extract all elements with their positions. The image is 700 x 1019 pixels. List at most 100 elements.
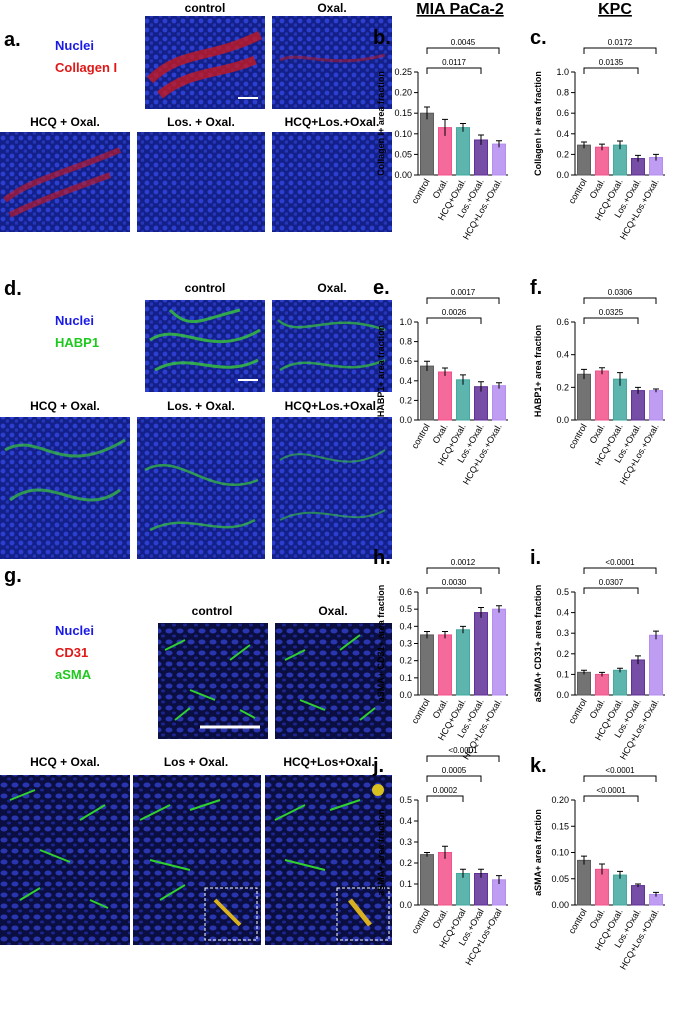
bar bbox=[613, 144, 627, 176]
p-value: 0.0135 bbox=[599, 58, 624, 67]
image-title: Los. + Oxal. bbox=[167, 399, 235, 413]
bar bbox=[474, 873, 488, 906]
significance-bracket bbox=[583, 775, 657, 782]
significance-bracket bbox=[583, 567, 657, 574]
bar bbox=[474, 139, 488, 176]
image-title: HCQ + Oxal. bbox=[30, 115, 100, 129]
x-tick-label: control bbox=[567, 177, 589, 205]
x-tick-label: control bbox=[567, 907, 589, 935]
y-tick-label: 0.3 bbox=[556, 628, 569, 638]
legend-text: Nuclei bbox=[55, 623, 94, 638]
bar bbox=[420, 854, 434, 906]
bar bbox=[595, 673, 609, 696]
y-tick-label: 0.0 bbox=[556, 415, 569, 425]
image-title: HCQ+Los+Oxal. bbox=[283, 755, 374, 769]
inset bbox=[336, 887, 390, 941]
y-tick-label: 0.15 bbox=[551, 821, 569, 831]
stain bbox=[279, 53, 386, 63]
significance-bracket bbox=[583, 317, 639, 324]
bar bbox=[492, 608, 506, 696]
stain bbox=[277, 319, 386, 372]
stain bbox=[279, 449, 386, 521]
significance-bracket bbox=[426, 47, 500, 54]
error-bar bbox=[635, 655, 641, 665]
error-bar bbox=[635, 386, 641, 394]
stain bbox=[146, 30, 263, 99]
legend-text: HABP1 bbox=[55, 335, 99, 350]
bar bbox=[613, 669, 627, 696]
y-tick-label: 0.4 bbox=[556, 129, 569, 139]
y-tick-label: 0.2 bbox=[399, 395, 412, 405]
panel-letter: i. bbox=[530, 547, 541, 569]
bar bbox=[577, 859, 591, 906]
bar bbox=[631, 390, 645, 421]
image-title: HCQ + Oxal. bbox=[30, 399, 100, 413]
bar bbox=[420, 112, 434, 176]
stain bbox=[139, 799, 221, 901]
y-tick-label: 0.0 bbox=[556, 170, 569, 180]
legend-text: Nuclei bbox=[55, 38, 94, 53]
p-value: 0.0117 bbox=[442, 58, 466, 67]
y-tick-label: 0.00 bbox=[551, 900, 569, 910]
p-value: 0.0172 bbox=[608, 38, 633, 47]
y-tick-label: 0.5 bbox=[556, 587, 569, 597]
bar bbox=[438, 852, 452, 906]
panel-letter: d. bbox=[4, 278, 22, 300]
y-tick-label: 0.6 bbox=[399, 587, 412, 597]
error-bar bbox=[460, 123, 466, 132]
y-tick-label: 0.1 bbox=[399, 879, 412, 889]
y-tick-label: 0.1 bbox=[556, 669, 569, 679]
y-tick-label: 0.05 bbox=[551, 874, 569, 884]
bar bbox=[631, 659, 645, 696]
stain bbox=[4, 438, 126, 502]
y-tick-label: 0.4 bbox=[399, 621, 412, 631]
y-axis-label: HABP1+ area fraction bbox=[533, 325, 543, 417]
y-tick-label: 0.25 bbox=[394, 67, 412, 77]
error-bar bbox=[478, 134, 484, 145]
stain bbox=[164, 639, 256, 721]
y-tick-label: 0.6 bbox=[556, 317, 569, 327]
error-bar bbox=[617, 140, 623, 150]
x-tick-label: control bbox=[410, 177, 432, 205]
y-tick-label: 0.5 bbox=[399, 795, 412, 805]
error-bar bbox=[496, 140, 502, 148]
significance-bracket bbox=[426, 755, 500, 762]
y-tick-label: 0.10 bbox=[394, 129, 412, 139]
bar bbox=[438, 371, 452, 421]
significance-bracket bbox=[426, 297, 500, 304]
error-bar bbox=[599, 367, 605, 375]
micrograph bbox=[0, 132, 130, 232]
y-tick-label: 0.15 bbox=[394, 108, 412, 118]
panel-letter: b. bbox=[373, 27, 391, 49]
bar bbox=[474, 612, 488, 696]
error-bar bbox=[581, 368, 587, 380]
significance-bracket bbox=[426, 795, 464, 802]
error-bar bbox=[478, 381, 484, 392]
panel-letter: c. bbox=[530, 27, 547, 49]
micrograph bbox=[158, 623, 268, 739]
y-tick-label: 0.20 bbox=[551, 795, 569, 805]
x-tick-label: control bbox=[410, 422, 432, 450]
error-bar bbox=[478, 606, 484, 618]
micrograph bbox=[133, 775, 261, 945]
y-tick-label: 0.10 bbox=[551, 848, 569, 858]
significance-bracket bbox=[426, 317, 482, 324]
p-value: 0.0325 bbox=[599, 308, 624, 317]
y-tick-label: 0.0 bbox=[399, 690, 412, 700]
bar bbox=[631, 885, 645, 906]
p-value: <0.0001 bbox=[596, 786, 626, 795]
micrograph bbox=[0, 417, 130, 559]
y-tick-label: 0.0 bbox=[399, 900, 412, 910]
micrograph bbox=[137, 417, 265, 559]
micrograph bbox=[272, 300, 392, 392]
y-axis-label: aSMA+ CD31+ area fraction bbox=[533, 585, 543, 703]
stain bbox=[372, 784, 384, 796]
y-tick-label: 0.0 bbox=[399, 415, 412, 425]
error-bar bbox=[442, 630, 448, 639]
error-bar bbox=[496, 875, 502, 884]
error-bar bbox=[599, 671, 605, 677]
image-title: Oxal. bbox=[317, 281, 346, 295]
p-value: 0.0012 bbox=[451, 558, 476, 567]
image-title: control bbox=[185, 1, 226, 15]
